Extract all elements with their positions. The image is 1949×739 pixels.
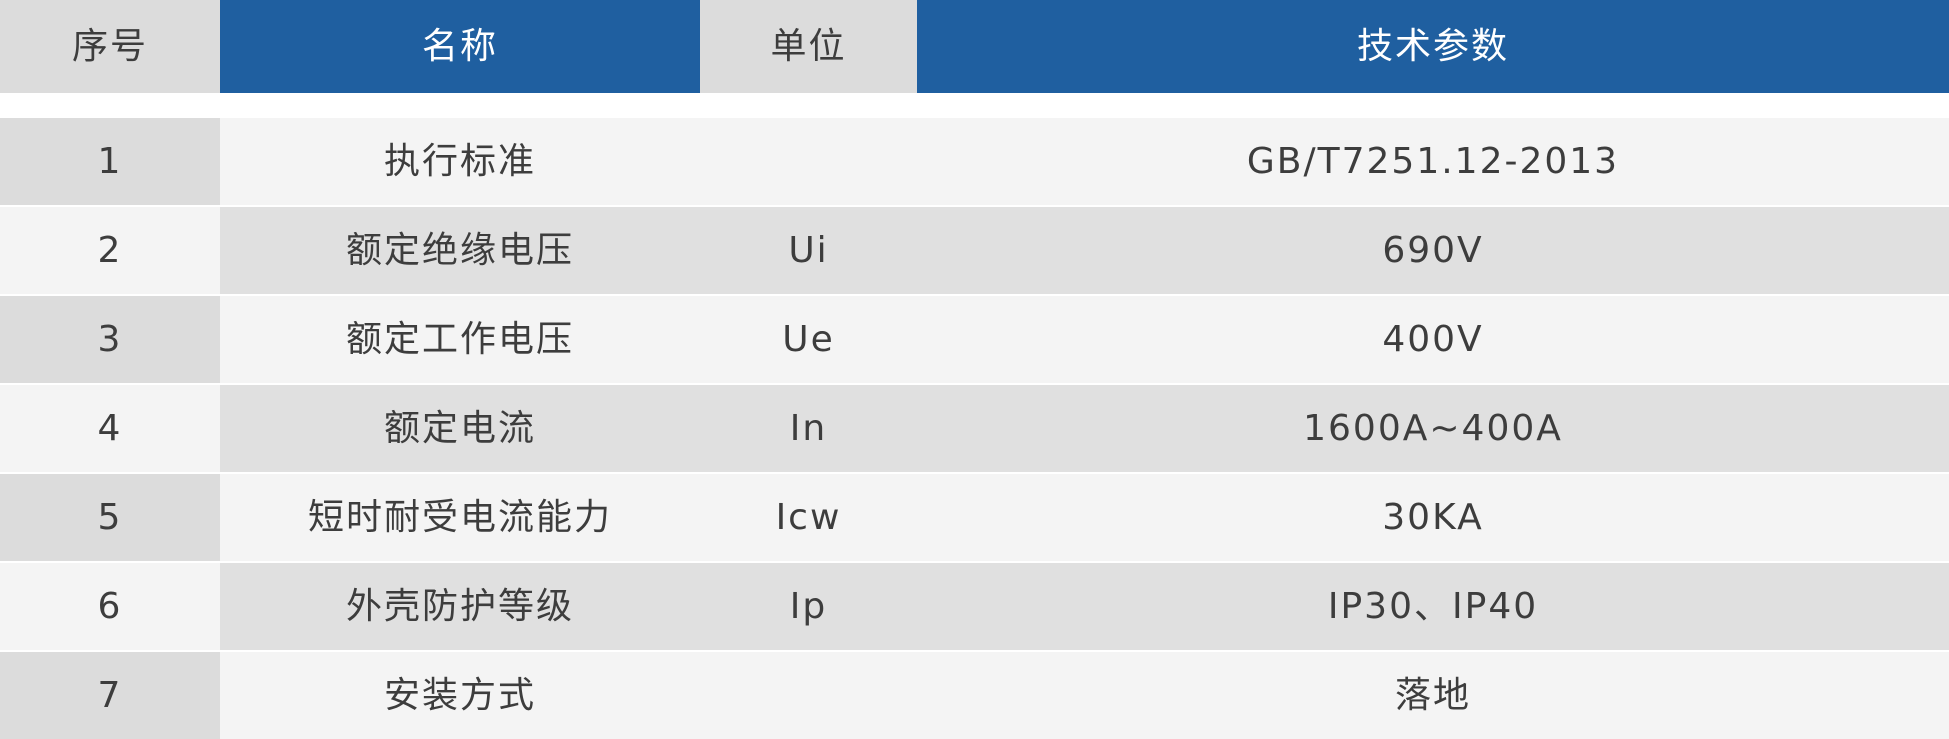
row-name: 短时耐受电流能力 <box>220 474 700 561</box>
table-body: 1 执行标准 GB/T7251.12-2013 2 额定绝缘电压 Ui 690V… <box>0 118 1949 739</box>
row-param-value: GB/T7251.12-2013 <box>917 118 1949 205</box>
table-row: 1 执行标准 GB/T7251.12-2013 <box>0 118 1949 207</box>
table-row: 2 额定绝缘电压 Ui 690V <box>0 207 1949 296</box>
row-param-value: 30KA <box>917 474 1949 561</box>
row-index: 7 <box>0 652 220 739</box>
row-name: 额定工作电压 <box>220 296 700 383</box>
row-unit <box>700 652 917 739</box>
row-index: 1 <box>0 118 220 205</box>
row-name: 额定电流 <box>220 385 700 472</box>
table-row: 7 安装方式 落地 <box>0 652 1949 739</box>
header-cell-index: 序号 <box>0 0 220 93</box>
row-index: 6 <box>0 563 220 650</box>
row-param-value: 690V <box>917 207 1949 294</box>
table-row: 3 额定工作电压 Ue 400V <box>0 296 1949 385</box>
row-unit: Ui <box>700 207 917 294</box>
row-name: 安装方式 <box>220 652 700 739</box>
header-cell-params: 技术参数 <box>917 0 1949 93</box>
row-name: 额定绝缘电压 <box>220 207 700 294</box>
row-param-value: 1600A~400A <box>917 385 1949 472</box>
row-param-value: 落地 <box>917 652 1949 739</box>
header-separator <box>0 93 1949 118</box>
row-index: 2 <box>0 207 220 294</box>
table-header: 序号 名称 单位 技术参数 <box>0 0 1949 93</box>
row-index: 5 <box>0 474 220 561</box>
row-unit: In <box>700 385 917 472</box>
row-unit: Ue <box>700 296 917 383</box>
row-unit: Ip <box>700 563 917 650</box>
row-index: 4 <box>0 385 220 472</box>
row-unit <box>700 118 917 205</box>
table-row: 4 额定电流 In 1600A~400A <box>0 385 1949 474</box>
header-cell-unit: 单位 <box>700 0 917 93</box>
header-cell-name: 名称 <box>220 0 700 93</box>
row-unit: Icw <box>700 474 917 561</box>
row-name: 执行标准 <box>220 118 700 205</box>
table-row: 5 短时耐受电流能力 Icw 30KA <box>0 474 1949 563</box>
row-name: 外壳防护等级 <box>220 563 700 650</box>
table-row: 6 外壳防护等级 Ip IP30、IP40 <box>0 563 1949 652</box>
row-index: 3 <box>0 296 220 383</box>
row-param-value: 400V <box>917 296 1949 383</box>
row-param-value: IP30、IP40 <box>917 563 1949 650</box>
